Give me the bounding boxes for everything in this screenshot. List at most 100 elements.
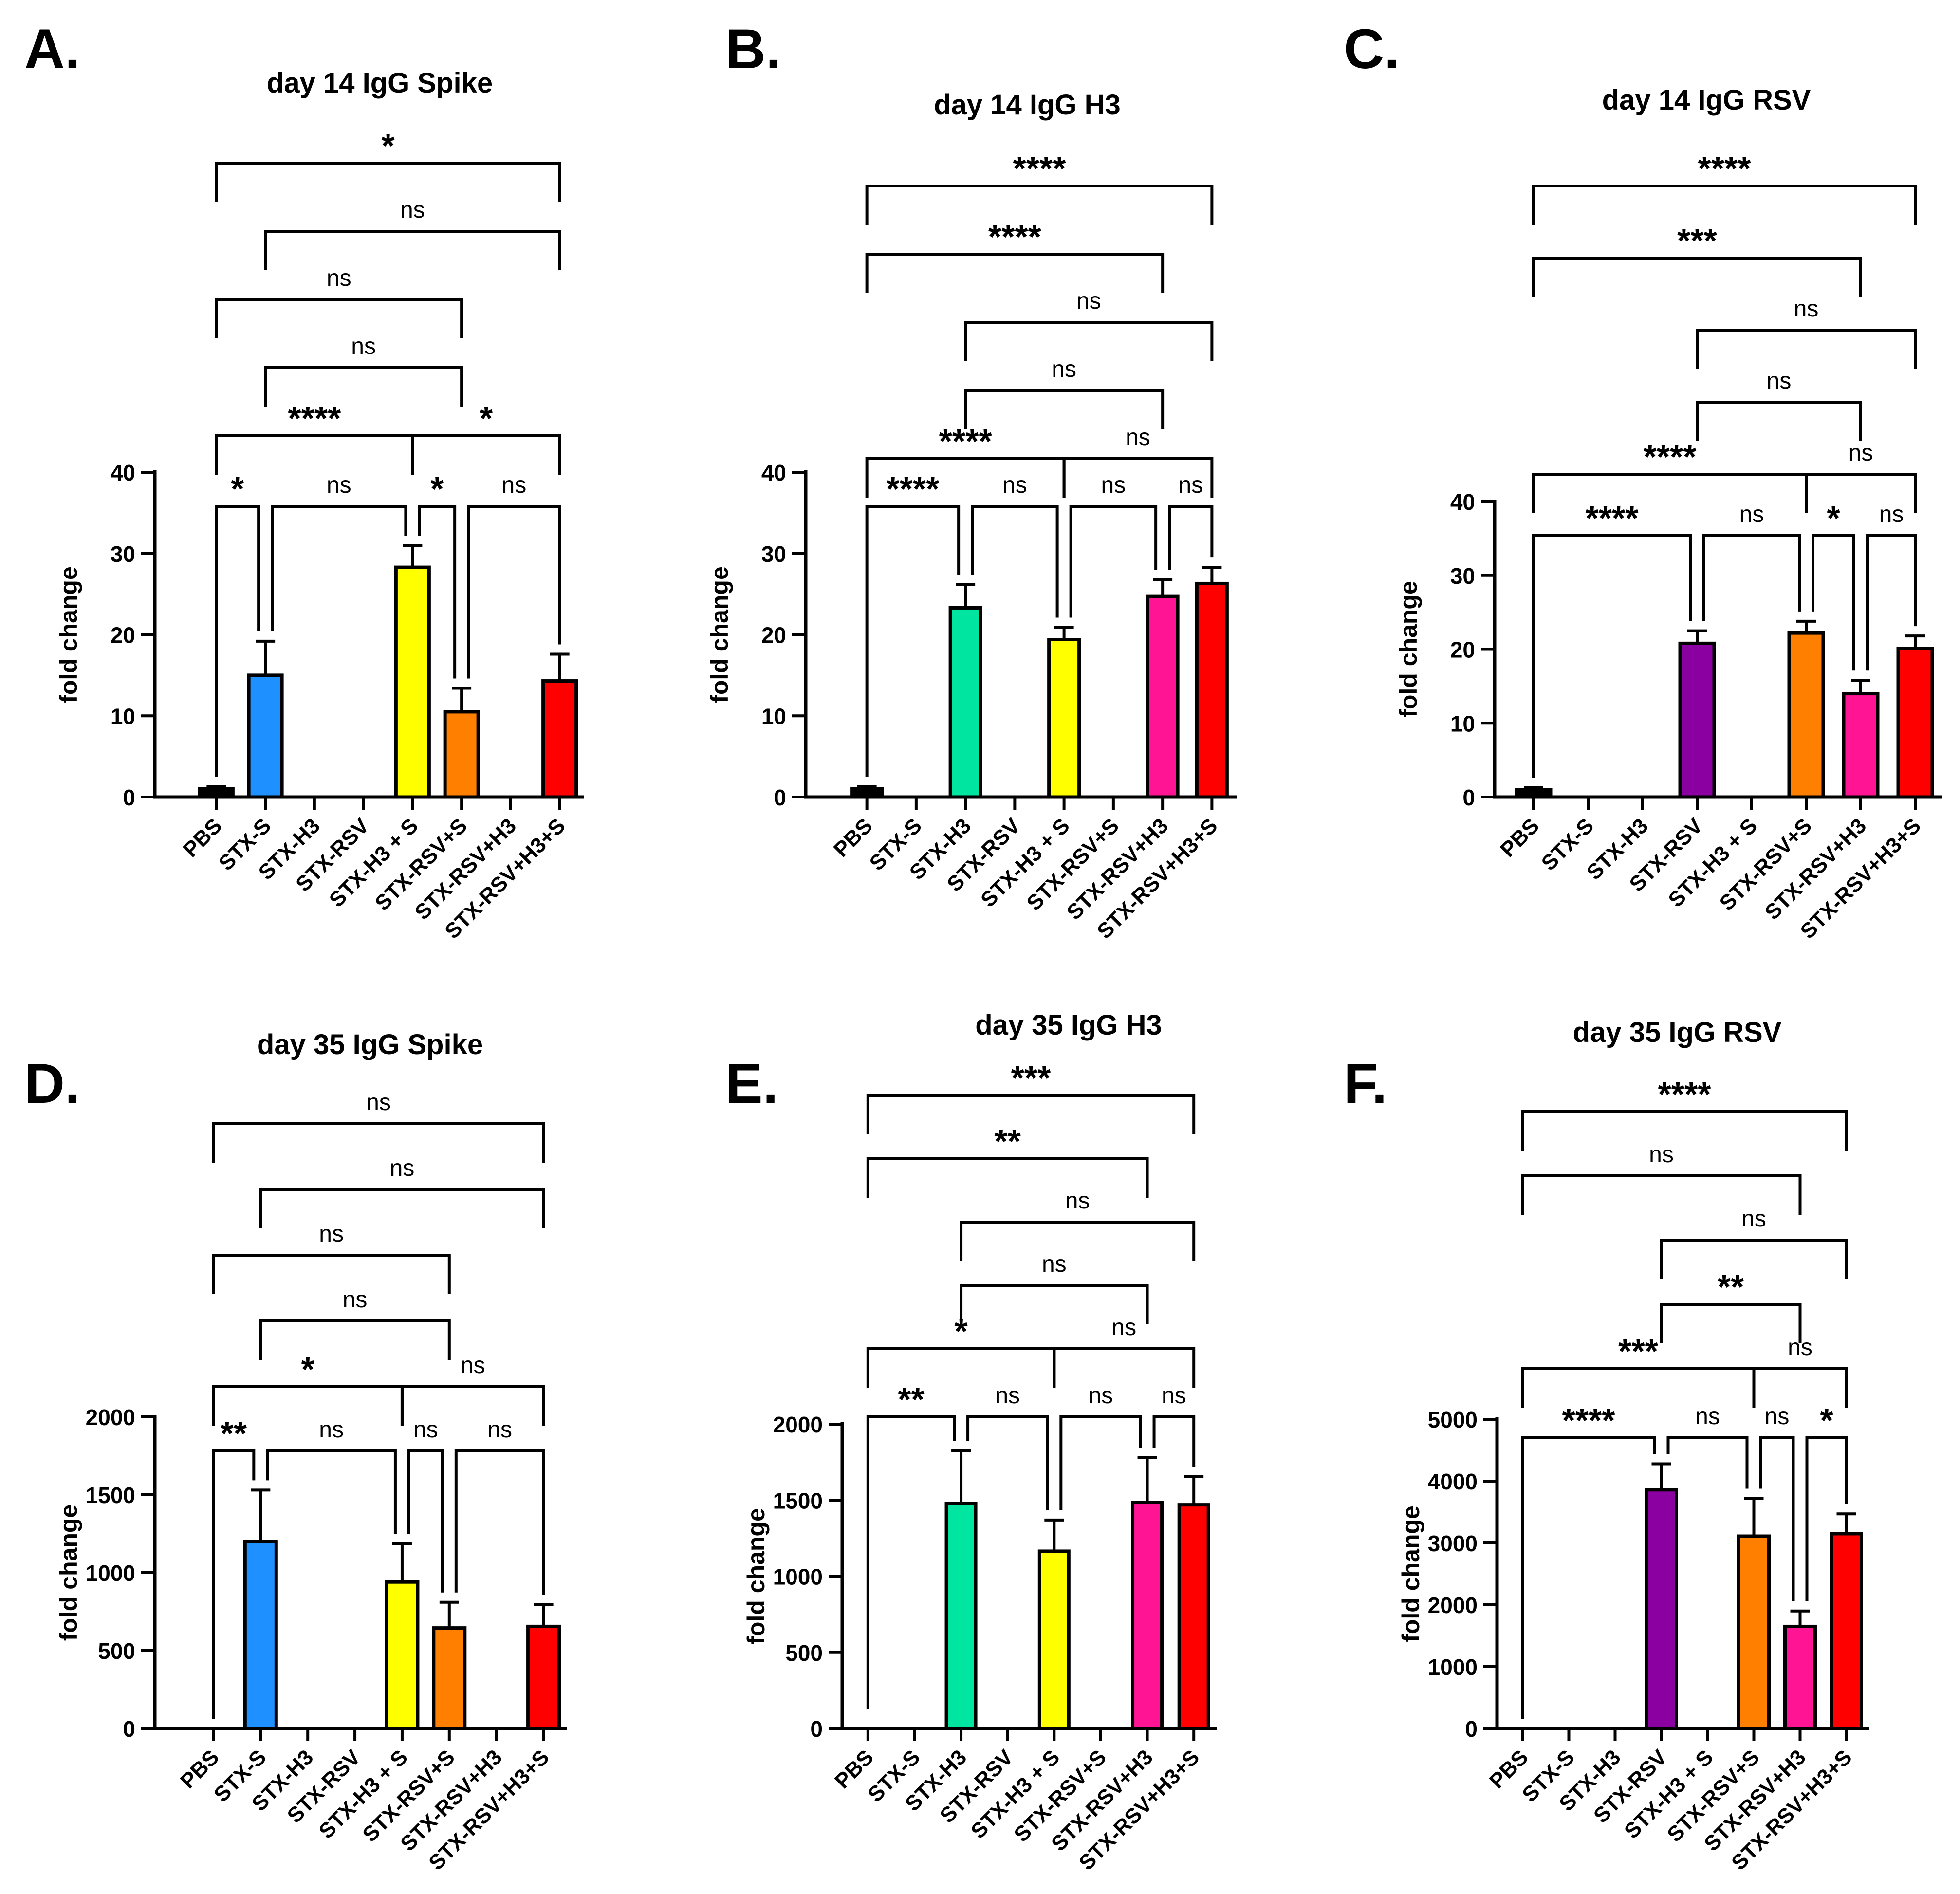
significance-bracket [1666,1436,1749,1489]
significance-bracket [866,1094,1196,1134]
significance-label: * [381,127,395,165]
significance-bracket [1521,1367,1756,1408]
y-tick-label: 40 [761,460,786,485]
significance-bracket [1532,257,1862,297]
significance-bracket [1053,1347,1196,1388]
significance-label: ns [1765,1404,1790,1430]
bar-4 [1047,638,1081,799]
bar-0 [1515,788,1553,799]
bar-2 [948,606,982,799]
significance-bracket [971,505,1059,618]
significance-bracket [1521,1174,1802,1215]
significance-bracket [1812,534,1855,671]
bar-7 [1177,1503,1210,1730]
significance-bracket [865,253,1165,293]
y-tick-label: 1000 [1428,1654,1478,1680]
significance-bracket [400,1385,545,1426]
bar-6 [1842,692,1880,799]
significance-label: ns [1695,1404,1720,1430]
significance-label: **** [1698,149,1752,187]
significance-label: ns [1042,1251,1067,1277]
significance-label: ns [1879,501,1904,527]
significance-bracket [467,505,561,679]
significance-bracket [1660,1239,1848,1279]
significance-label: **** [1013,149,1067,187]
y-tick-label: 10 [111,704,135,729]
significance-label: **** [1586,499,1639,537]
significance-bracket [1805,1436,1848,1601]
significance-bracket [964,321,1214,361]
significance-label: * [430,470,444,508]
y-axis-label: fold change [55,1504,82,1641]
significance-label: **** [988,218,1042,256]
significance-label: * [480,399,493,437]
significance-bracket [1532,185,1917,225]
bar-6 [1146,594,1180,799]
significance-bracket [212,1254,451,1294]
significance-bracket [1532,534,1692,778]
significance-label: ** [1718,1268,1744,1306]
significance-bracket [1059,1415,1142,1510]
y-tick-label: 0 [774,785,786,810]
significance-label: * [1827,499,1840,537]
significance-bracket [215,434,414,475]
significance-bracket [1866,534,1917,671]
bar-3 [1645,1488,1678,1730]
significance-label: ns [390,1155,415,1181]
significance-label: ns [1739,501,1764,527]
significance-bracket [212,1122,545,1163]
y-axis-label: fold change [706,566,733,703]
significance-bracket [1696,329,1917,369]
significance-bracket [264,366,463,407]
bar-0 [850,787,884,799]
chart-title: day 14 IgG Spike [267,67,493,99]
bar-5 [1737,1534,1771,1730]
y-tick-label: 30 [1450,563,1475,589]
bar-3 [1678,641,1716,799]
y-tick-label: 500 [98,1638,135,1664]
significance-bracket [1660,1303,1802,1343]
significance-label: **** [886,470,940,508]
bar-1 [247,673,284,799]
bar-6 [1131,1501,1164,1730]
chart-title: day 35 IgG Spike [257,1029,483,1060]
chart-panel-e: E. day 35 IgG H3 0 500 1000 1500 2000 fold chan… [725,1009,1217,1875]
significance-bracket [865,185,1214,225]
y-tick-label: 40 [111,460,135,485]
significance-label: ns [327,265,351,291]
y-tick-label: 0 [1465,1716,1478,1742]
significance-bracket [212,1449,256,1719]
significance-bracket [866,1347,1056,1388]
significance-bracket [960,1221,1196,1261]
significance-label: ns [1649,1142,1674,1168]
significance-bracket [866,1415,956,1709]
significance-label: ns [1065,1188,1090,1214]
significance-label: ns [351,334,376,359]
significance-bracket [259,1188,545,1228]
significance-label: ns [487,1417,512,1443]
significance-bracket [865,505,961,777]
y-axis-label: fold change [55,566,82,703]
y-tick-label: 0 [123,785,135,810]
significance-label: ns [995,1383,1020,1409]
significance-bracket [966,1415,1049,1510]
significance-bracket [1521,1436,1656,1719]
bar-5 [443,710,480,799]
significance-bracket [1805,473,1917,513]
significance-bracket [266,1449,397,1534]
bar-5 [432,1626,467,1730]
chart-title: day 14 IgG RSV [1602,84,1811,116]
significance-bracket [215,162,561,202]
significance-bracket [1152,1415,1196,1467]
bar-0 [198,787,235,799]
bar-6 [1783,1624,1817,1730]
significance-label: ns [1741,1206,1766,1232]
significance-label: ns [1101,472,1126,498]
significance-label: ns [366,1090,391,1115]
significance-label: ** [221,1414,247,1452]
y-tick-label: 20 [111,623,135,648]
y-tick-label: 4000 [1428,1469,1478,1494]
significance-label: *** [1011,1059,1051,1097]
